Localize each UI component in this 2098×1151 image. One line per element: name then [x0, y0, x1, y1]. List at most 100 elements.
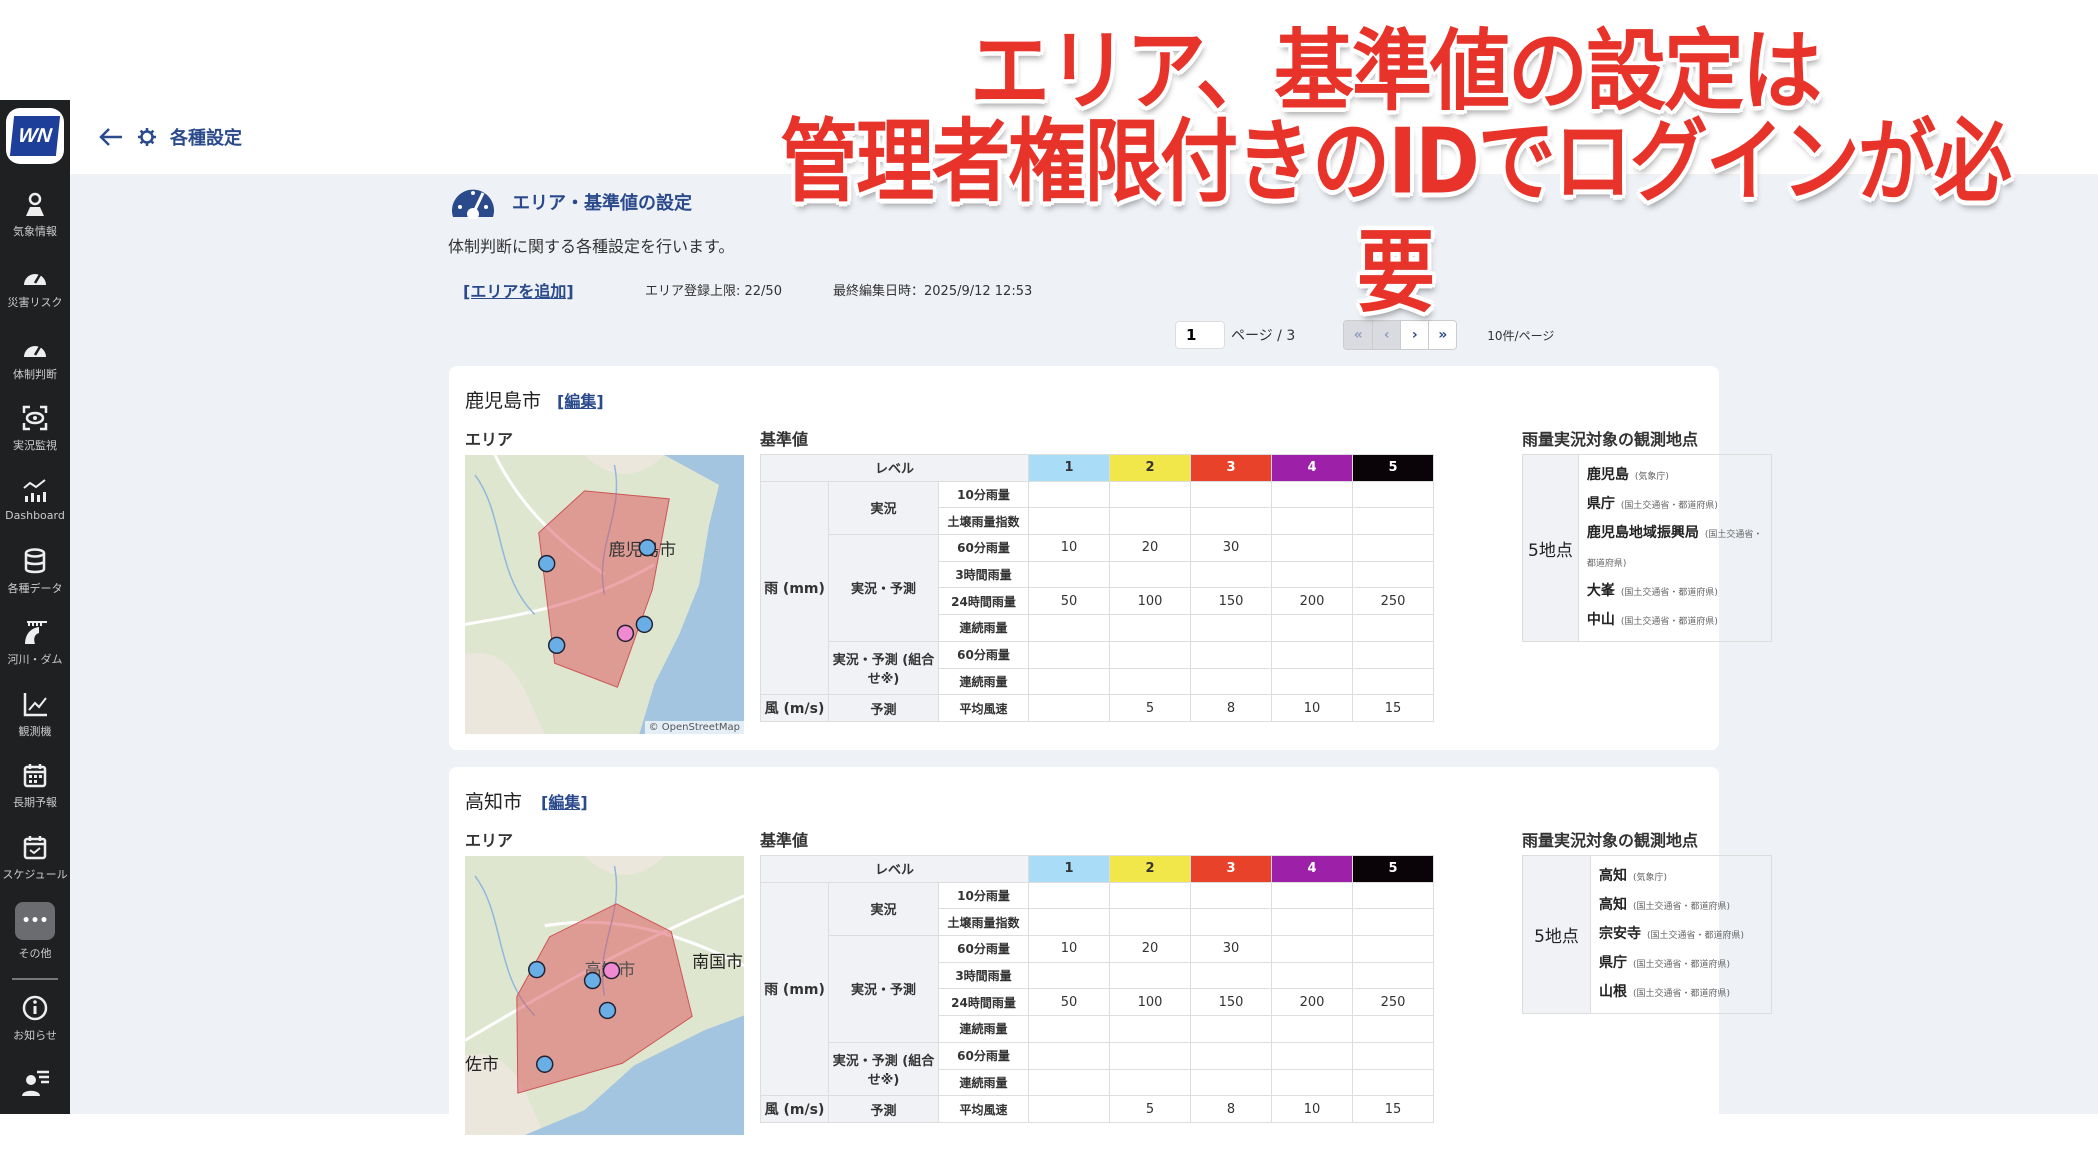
- threshold-value[interactable]: [1271, 507, 1353, 536]
- first-page-button[interactable]: «: [1344, 321, 1373, 349]
- threshold-value[interactable]: 10: [1028, 935, 1110, 963]
- threshold-value[interactable]: [1109, 1015, 1191, 1043]
- threshold-value[interactable]: 30: [1190, 534, 1272, 562]
- threshold-value[interactable]: 200: [1271, 988, 1353, 1017]
- threshold-value[interactable]: [1271, 640, 1353, 669]
- prev-page-button[interactable]: ‹: [1372, 321, 1401, 349]
- threshold-value[interactable]: [1352, 480, 1434, 509]
- threshold-value[interactable]: [1271, 614, 1353, 642]
- threshold-value[interactable]: 20: [1109, 534, 1191, 562]
- threshold-value[interactable]: [1352, 961, 1434, 990]
- threshold-value[interactable]: [1109, 507, 1191, 536]
- next-page-button[interactable]: ›: [1400, 321, 1429, 349]
- selected-station-marker[interactable]: [602, 961, 621, 980]
- threshold-value[interactable]: [1352, 640, 1434, 669]
- sidebar-item-eye-scan[interactable]: 実況監視: [0, 402, 70, 466]
- station-marker[interactable]: [547, 636, 566, 655]
- threshold-value[interactable]: [1190, 667, 1272, 696]
- threshold-value[interactable]: [1028, 560, 1110, 589]
- threshold-value[interactable]: [1271, 908, 1353, 937]
- threshold-value[interactable]: [1271, 935, 1353, 963]
- threshold-value[interactable]: [1028, 614, 1110, 642]
- logo[interactable]: WN: [6, 108, 64, 164]
- threshold-value[interactable]: 5: [1109, 694, 1191, 722]
- threshold-value[interactable]: [1028, 1068, 1110, 1097]
- edit-area-link[interactable]: [編集]: [557, 392, 604, 411]
- threshold-value[interactable]: [1028, 1095, 1110, 1123]
- sidebar-item-map-pin[interactable]: 気象情報: [0, 188, 70, 252]
- selected-station-marker[interactable]: [616, 624, 635, 643]
- threshold-value[interactable]: 50: [1028, 988, 1110, 1017]
- threshold-value[interactable]: [1028, 1041, 1110, 1070]
- sidebar-item-more[interactable]: ••• その他: [0, 902, 70, 966]
- threshold-value[interactable]: [1109, 1041, 1191, 1070]
- threshold-value[interactable]: 10: [1271, 694, 1353, 722]
- threshold-value[interactable]: 100: [1109, 988, 1191, 1017]
- threshold-value[interactable]: [1271, 961, 1353, 990]
- edit-area-link[interactable]: [編集]: [541, 793, 588, 812]
- threshold-value[interactable]: 250: [1352, 587, 1434, 616]
- threshold-value[interactable]: [1109, 908, 1191, 937]
- threshold-value[interactable]: 10: [1028, 534, 1110, 562]
- threshold-value[interactable]: 100: [1109, 587, 1191, 616]
- threshold-value[interactable]: [1109, 881, 1191, 910]
- threshold-value[interactable]: [1109, 560, 1191, 589]
- threshold-value[interactable]: [1271, 1068, 1353, 1097]
- sidebar-item-gauge[interactable]: 体制判断: [0, 331, 70, 395]
- threshold-value[interactable]: [1028, 1015, 1110, 1043]
- threshold-value[interactable]: [1190, 614, 1272, 642]
- last-page-button[interactable]: »: [1428, 321, 1457, 349]
- threshold-value[interactable]: [1190, 1041, 1272, 1070]
- area-map[interactable]: 高知市南国市佐市: [465, 856, 744, 1135]
- back-arrow-icon[interactable]: [98, 126, 124, 148]
- threshold-value[interactable]: [1109, 667, 1191, 696]
- sidebar-item-user-menu[interactable]: [0, 1066, 70, 1130]
- station-marker[interactable]: [537, 554, 556, 573]
- threshold-value[interactable]: [1271, 881, 1353, 910]
- sidebar-item-line-chart[interactable]: 観測機: [0, 688, 70, 752]
- station-marker[interactable]: [638, 538, 657, 557]
- threshold-value[interactable]: [1109, 480, 1191, 509]
- threshold-value[interactable]: 150: [1190, 587, 1272, 616]
- threshold-value[interactable]: [1190, 1015, 1272, 1043]
- threshold-value[interactable]: [1352, 1015, 1434, 1043]
- sidebar-item-chart[interactable]: Dashboard: [0, 474, 70, 538]
- sidebar-item-gauge[interactable]: 災害リスク: [0, 259, 70, 323]
- threshold-value[interactable]: [1190, 961, 1272, 990]
- sidebar-item-info[interactable]: お知らせ: [0, 992, 70, 1056]
- threshold-value[interactable]: [1352, 534, 1434, 562]
- threshold-value[interactable]: [1190, 507, 1272, 536]
- threshold-value[interactable]: [1109, 1068, 1191, 1097]
- threshold-value[interactable]: 50: [1028, 587, 1110, 616]
- threshold-value[interactable]: [1352, 560, 1434, 589]
- threshold-value[interactable]: [1028, 881, 1110, 910]
- area-map[interactable]: 鹿児島市© OpenStreetMap: [465, 455, 744, 734]
- threshold-value[interactable]: [1190, 560, 1272, 589]
- threshold-value[interactable]: [1190, 881, 1272, 910]
- threshold-value[interactable]: [1271, 534, 1353, 562]
- threshold-value[interactable]: 200: [1271, 587, 1353, 616]
- threshold-value[interactable]: 250: [1352, 988, 1434, 1017]
- sidebar-item-calendar[interactable]: 長期予報: [0, 759, 70, 823]
- threshold-value[interactable]: [1028, 908, 1110, 937]
- threshold-value[interactable]: [1352, 881, 1434, 910]
- threshold-value[interactable]: [1028, 667, 1110, 696]
- threshold-value[interactable]: [1271, 560, 1353, 589]
- page-number-input[interactable]: [1175, 321, 1225, 349]
- threshold-value[interactable]: 15: [1352, 694, 1434, 722]
- threshold-value[interactable]: [1352, 507, 1434, 536]
- threshold-value[interactable]: 30: [1190, 935, 1272, 963]
- threshold-value[interactable]: [1028, 694, 1110, 722]
- threshold-value[interactable]: [1271, 1015, 1353, 1043]
- threshold-value[interactable]: [1109, 614, 1191, 642]
- threshold-value[interactable]: [1352, 1068, 1434, 1097]
- threshold-value[interactable]: [1028, 480, 1110, 509]
- threshold-value[interactable]: [1271, 667, 1353, 696]
- sidebar-item-calendar-check[interactable]: スケジュール: [0, 831, 70, 895]
- threshold-value[interactable]: 15: [1352, 1095, 1434, 1123]
- threshold-value[interactable]: [1028, 507, 1110, 536]
- threshold-value[interactable]: [1109, 640, 1191, 669]
- threshold-value[interactable]: 8: [1190, 694, 1272, 722]
- threshold-value[interactable]: [1109, 961, 1191, 990]
- threshold-value[interactable]: [1352, 614, 1434, 642]
